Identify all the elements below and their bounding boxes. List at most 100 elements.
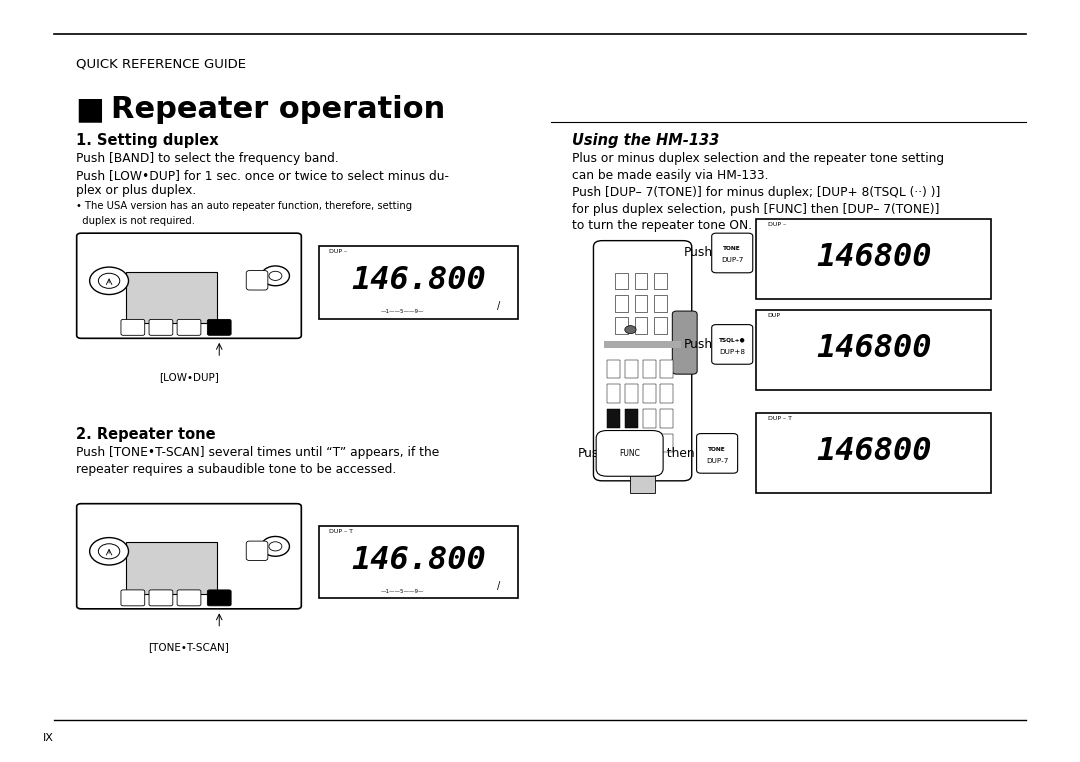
FancyBboxPatch shape: [121, 319, 145, 335]
Text: Push: Push: [684, 338, 713, 351]
Circle shape: [90, 267, 129, 295]
Text: duplex is not required.: duplex is not required.: [76, 216, 194, 226]
Circle shape: [90, 538, 129, 565]
FancyBboxPatch shape: [246, 541, 268, 561]
Bar: [660, 360, 674, 379]
FancyBboxPatch shape: [712, 325, 753, 364]
Bar: [126, 272, 217, 323]
Text: DUP – T: DUP – T: [328, 529, 352, 534]
Bar: [643, 409, 656, 427]
Bar: [607, 434, 620, 452]
Bar: [624, 409, 637, 427]
Circle shape: [98, 544, 120, 559]
Text: —1——5——9—: —1——5——9—: [381, 309, 424, 314]
FancyBboxPatch shape: [207, 590, 231, 606]
Bar: [635, 317, 648, 334]
Bar: [635, 295, 648, 312]
Text: can be made easily via HM-133.: can be made easily via HM-133.: [572, 169, 769, 182]
Text: —1——5——9—: —1——5——9—: [381, 588, 424, 594]
Bar: [624, 360, 637, 379]
Bar: [756, 310, 991, 390]
Text: 146800: 146800: [816, 242, 931, 273]
Circle shape: [261, 266, 289, 286]
Circle shape: [269, 271, 282, 280]
Bar: [643, 434, 656, 452]
Bar: [624, 434, 637, 452]
Bar: [635, 273, 648, 290]
Text: Push [BAND] to select the frequency band.: Push [BAND] to select the frequency band…: [76, 152, 338, 165]
Text: 146.800: 146.800: [351, 545, 486, 576]
Circle shape: [269, 542, 282, 551]
Text: • The USA version has an auto repeater function, therefore, setting: • The USA version has an auto repeater f…: [76, 201, 411, 211]
Text: DUP-7: DUP-7: [706, 458, 728, 464]
Text: ■: ■: [76, 95, 105, 124]
Bar: [607, 360, 620, 379]
Bar: [607, 384, 620, 403]
Bar: [616, 273, 629, 290]
Text: /: /: [497, 301, 500, 311]
Bar: [631, 467, 654, 493]
Text: TSQL+●: TSQL+●: [719, 338, 745, 343]
Text: Push [DUP– 7(TONE)] for minus duplex; [DUP+ 8(TSQL (··) )]: Push [DUP– 7(TONE)] for minus duplex; [D…: [572, 186, 941, 199]
Text: Using the HM-133: Using the HM-133: [572, 133, 719, 149]
Text: DUP+8: DUP+8: [719, 349, 745, 355]
Text: DUP –: DUP –: [768, 222, 786, 227]
Text: TONE: TONE: [708, 447, 726, 452]
Text: 146800: 146800: [816, 436, 931, 467]
Bar: [660, 384, 674, 403]
FancyBboxPatch shape: [177, 590, 201, 606]
Text: DUP – T: DUP – T: [768, 416, 792, 421]
Text: DUP: DUP: [768, 313, 781, 319]
FancyBboxPatch shape: [77, 504, 301, 609]
Text: [LOW•DUP]: [LOW•DUP]: [159, 372, 219, 382]
FancyBboxPatch shape: [596, 431, 663, 476]
FancyBboxPatch shape: [594, 241, 692, 481]
Text: QUICK REFERENCE GUIDE: QUICK REFERENCE GUIDE: [76, 57, 245, 70]
Text: DUP-7: DUP-7: [721, 258, 743, 264]
Bar: [616, 317, 629, 334]
Bar: [319, 246, 518, 319]
Text: Repeater operation: Repeater operation: [111, 95, 445, 124]
Text: Push: Push: [578, 447, 607, 460]
Bar: [654, 273, 667, 290]
Text: 2. Repeater tone: 2. Repeater tone: [76, 427, 215, 442]
FancyBboxPatch shape: [77, 233, 301, 338]
Bar: [660, 409, 674, 427]
FancyBboxPatch shape: [177, 319, 201, 335]
Bar: [654, 317, 667, 334]
Bar: [126, 543, 217, 594]
Bar: [643, 384, 656, 403]
Bar: [756, 413, 991, 493]
Text: 146800: 146800: [816, 333, 931, 364]
Bar: [607, 409, 620, 427]
Circle shape: [98, 274, 120, 288]
FancyBboxPatch shape: [712, 233, 753, 273]
FancyBboxPatch shape: [121, 590, 145, 606]
Text: to turn the repeater tone ON.: to turn the repeater tone ON.: [572, 219, 753, 232]
Bar: [643, 360, 656, 379]
Text: repeater requires a subaudible tone to be accessed.: repeater requires a subaudible tone to b…: [76, 463, 396, 475]
Bar: [616, 295, 629, 312]
Text: TONE: TONE: [724, 246, 741, 251]
Bar: [756, 219, 991, 299]
Circle shape: [625, 325, 636, 334]
Text: [TONE•T-SCAN]: [TONE•T-SCAN]: [149, 642, 229, 652]
Text: Plus or minus duplex selection and the repeater tone setting: Plus or minus duplex selection and the r…: [572, 152, 945, 165]
Bar: [319, 526, 518, 598]
FancyBboxPatch shape: [149, 319, 173, 335]
Text: plex or plus duplex.: plex or plus duplex.: [76, 184, 195, 197]
Text: /: /: [497, 581, 500, 591]
Text: Push: Push: [684, 246, 713, 260]
Text: for plus duplex selection, push [FUNC] then [DUP– 7(TONE)]: for plus duplex selection, push [FUNC] t…: [572, 203, 940, 216]
FancyBboxPatch shape: [697, 434, 738, 473]
Bar: [654, 295, 667, 312]
Text: , then: , then: [659, 447, 694, 460]
Text: DUP –: DUP –: [328, 249, 347, 255]
Bar: [624, 384, 637, 403]
FancyBboxPatch shape: [149, 590, 173, 606]
Bar: [660, 434, 674, 452]
FancyBboxPatch shape: [246, 271, 268, 290]
Text: Push [LOW•DUP] for 1 sec. once or twice to select minus du-: Push [LOW•DUP] for 1 sec. once or twice …: [76, 169, 448, 182]
Text: 146.800: 146.800: [351, 265, 486, 296]
Text: Push [TONE•T-SCAN] several times until “T” appears, if the: Push [TONE•T-SCAN] several times until “…: [76, 446, 438, 459]
